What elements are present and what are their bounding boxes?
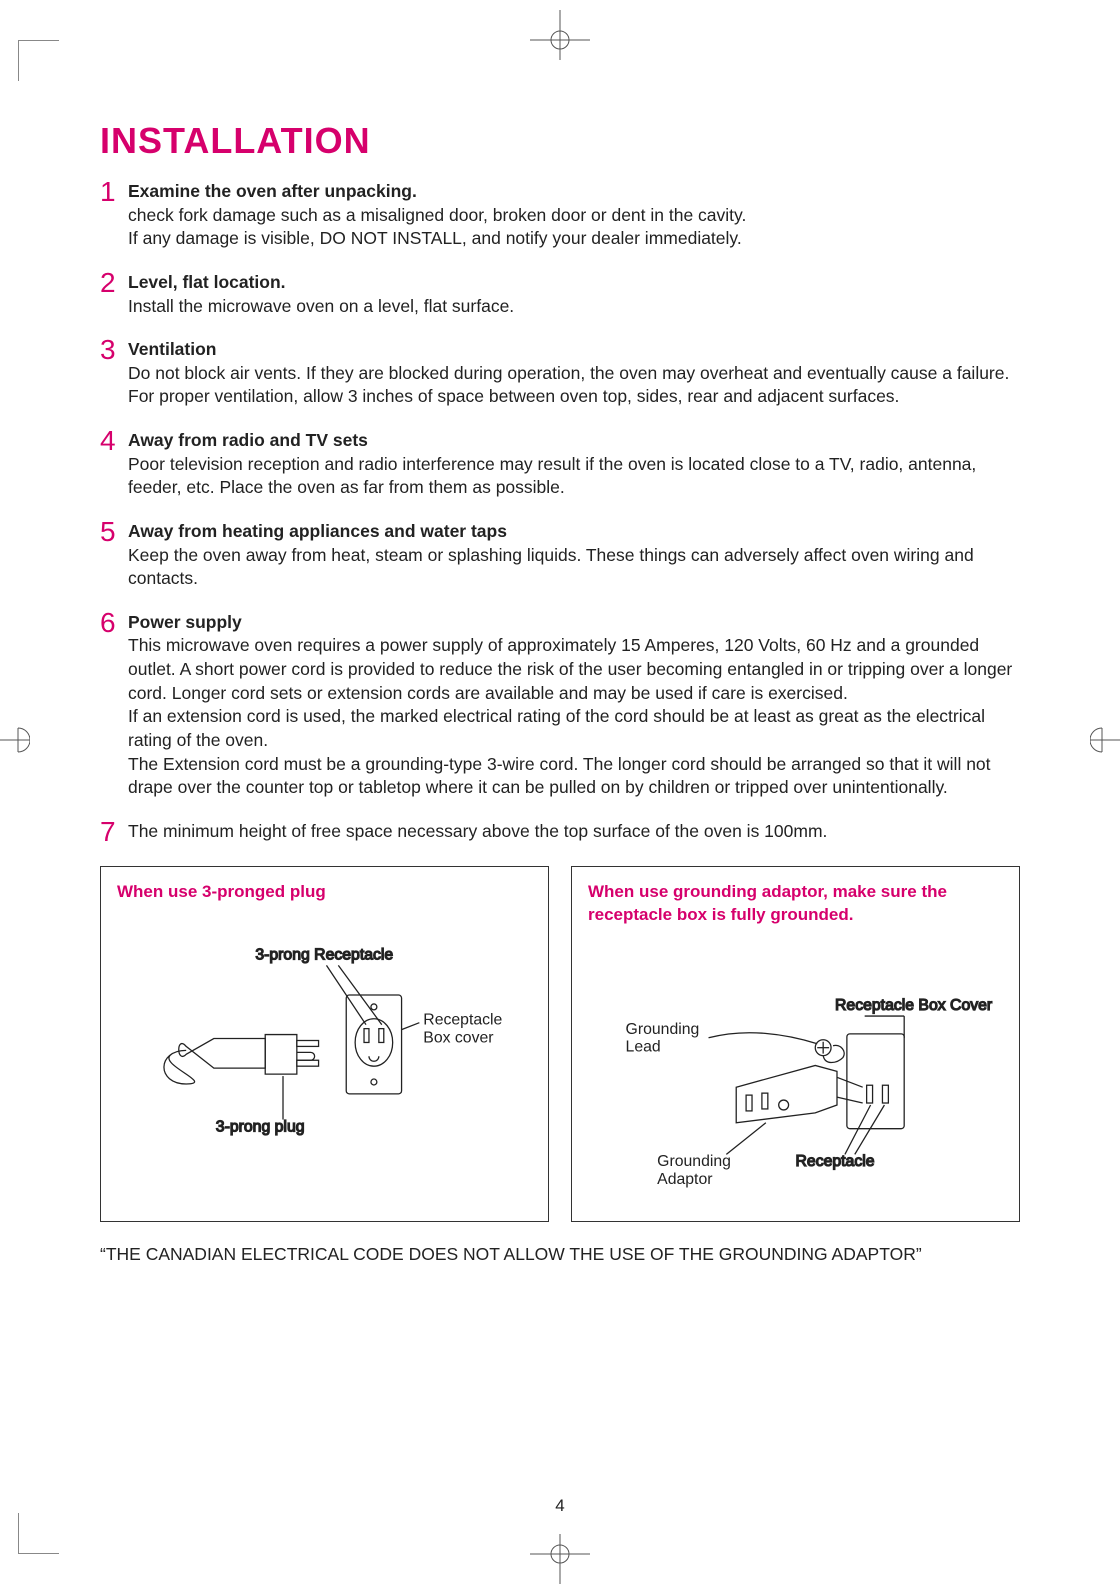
label-receptacle: Receptacle (796, 1153, 875, 1170)
label-box-cover-line2: Box cover (423, 1029, 493, 1046)
registration-mark-icon (530, 1534, 590, 1584)
step-body: The minimum height of free space necessa… (128, 820, 1020, 844)
step-body: Install the microwave oven on a level, f… (128, 295, 1020, 319)
step-body: This microwave oven requires a power sup… (128, 634, 1020, 799)
diagram-row: When use 3-pronged plug 3-prong Receptac… (100, 866, 1020, 1222)
step-item: 3 Ventilation Do not block air vents. If… (100, 338, 1020, 409)
label-grounding-adaptor-1: Grounding (657, 1153, 731, 1170)
step-heading: Level, flat location. (128, 271, 1020, 295)
registration-mark-icon (530, 10, 590, 60)
step-heading: Away from radio and TV sets (128, 429, 1020, 453)
label-grounding-lead-2: Lead (626, 1038, 661, 1055)
page-title: INSTALLATION (100, 120, 1020, 162)
canadian-code-notice: “THE CANADIAN ELECTRICAL CODE DOES NOT A… (100, 1244, 1020, 1265)
page-number: 4 (555, 1496, 564, 1516)
label-grounding-lead-1: Grounding (626, 1020, 700, 1037)
side-mark-icon (0, 720, 30, 760)
step-body: Poor television reception and radio inte… (128, 453, 1020, 500)
step-body: Keep the oven away from heat, steam or s… (128, 544, 1020, 591)
plug-3prong-diagram-icon: 3-prong Receptacle Receptacle Box cover … (117, 916, 532, 1173)
step-number: 1 (100, 178, 128, 206)
step-item: 1 Examine the oven after unpacking. chec… (100, 180, 1020, 251)
step-item: 4 Away from radio and TV sets Poor telev… (100, 429, 1020, 500)
label-grounding-adaptor-2: Adaptor (657, 1171, 712, 1188)
step-item: 2 Level, flat location. Install the micr… (100, 271, 1020, 318)
step-number: 5 (100, 518, 128, 546)
diagram-title: When use grounding adaptor, make sure th… (588, 881, 1003, 927)
crop-mark-icon (18, 1513, 59, 1554)
diagram-box-grounding-adaptor: When use grounding adaptor, make sure th… (571, 866, 1020, 1222)
step-item: 7 The minimum height of free space neces… (100, 820, 1020, 846)
label-box-cover-line1: Receptacle (423, 1011, 502, 1028)
step-heading: Examine the oven after unpacking. (128, 180, 1020, 204)
crop-mark-icon (18, 40, 59, 81)
document-page: INSTALLATION 1 Examine the oven after un… (0, 0, 1120, 1594)
installation-steps-list: 1 Examine the oven after unpacking. chec… (100, 180, 1020, 846)
label-box-cover: Receptacle Box Cover (835, 997, 992, 1014)
step-item: 5 Away from heating appliances and water… (100, 520, 1020, 591)
side-mark-icon (1090, 720, 1120, 760)
step-body: Do not block air vents. If they are bloc… (128, 362, 1020, 409)
step-number: 4 (100, 427, 128, 455)
step-number: 3 (100, 336, 128, 364)
grounding-adaptor-diagram-icon: Grounding Lead Receptacle Box Cover Grou… (588, 939, 1003, 1196)
diagram-box-3prong: When use 3-pronged plug 3-prong Receptac… (100, 866, 549, 1222)
step-number: 2 (100, 269, 128, 297)
step-body: check fork damage such as a misaligned d… (128, 204, 1020, 251)
label-3prong-plug: 3-prong plug (216, 1118, 305, 1135)
step-number: 7 (100, 818, 128, 846)
diagram-title: When use 3-pronged plug (117, 881, 532, 904)
step-heading: Away from heating appliances and water t… (128, 520, 1020, 544)
label-3prong-receptacle: 3-prong Receptacle (255, 946, 393, 963)
step-heading: Power supply (128, 611, 1020, 635)
step-heading: Ventilation (128, 338, 1020, 362)
step-number: 6 (100, 609, 128, 637)
step-item: 6 Power supply This microwave oven requi… (100, 611, 1020, 800)
